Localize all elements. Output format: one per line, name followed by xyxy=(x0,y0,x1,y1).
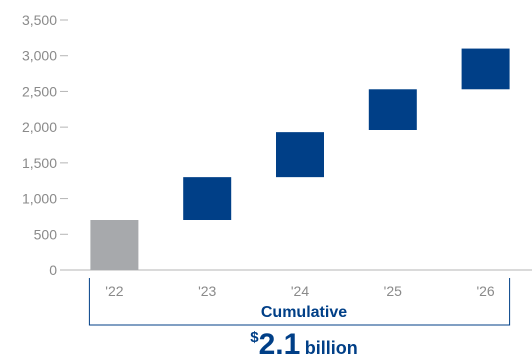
bar-2 xyxy=(183,177,232,220)
x-tick-label: '26 xyxy=(476,283,494,299)
x-tick-label: '24 xyxy=(291,283,309,299)
y-tick-label: 2,000 xyxy=(22,119,57,135)
x-tick-label: '22 xyxy=(105,283,123,299)
y-tick-label: 0 xyxy=(49,262,57,278)
currency-symbol: $ xyxy=(250,329,259,346)
y-tick-label: 1,000 xyxy=(22,191,57,207)
bars xyxy=(90,48,510,270)
total-unit: billion xyxy=(304,338,358,358)
total-amount: 2.1 xyxy=(258,328,301,361)
y-tick-label: 3,500 xyxy=(22,12,57,28)
y-tick-label: 1,500 xyxy=(22,155,57,171)
y-tick-label: 3,000 xyxy=(22,48,57,64)
y-axis: 0 500 1,000 1,500 2,000 2,500 3,000 3,500 xyxy=(22,12,68,278)
x-tick-label: '23 xyxy=(198,283,216,299)
y-tick-label: 500 xyxy=(34,226,58,242)
y-tick-label: 2,500 xyxy=(22,83,57,99)
bar-3 xyxy=(276,132,324,178)
bar-1 xyxy=(90,220,139,270)
cumulative-total: $2.1 billion xyxy=(103,328,505,362)
cumulative-bracket xyxy=(88,278,511,326)
x-axis-labels: '22 '23 '24 '25 '26 xyxy=(105,283,495,299)
bar-5 xyxy=(461,48,510,90)
cumulative-label: Cumulative xyxy=(260,304,348,321)
bar-4 xyxy=(368,89,417,130)
x-tick-label: '25 xyxy=(384,283,402,299)
